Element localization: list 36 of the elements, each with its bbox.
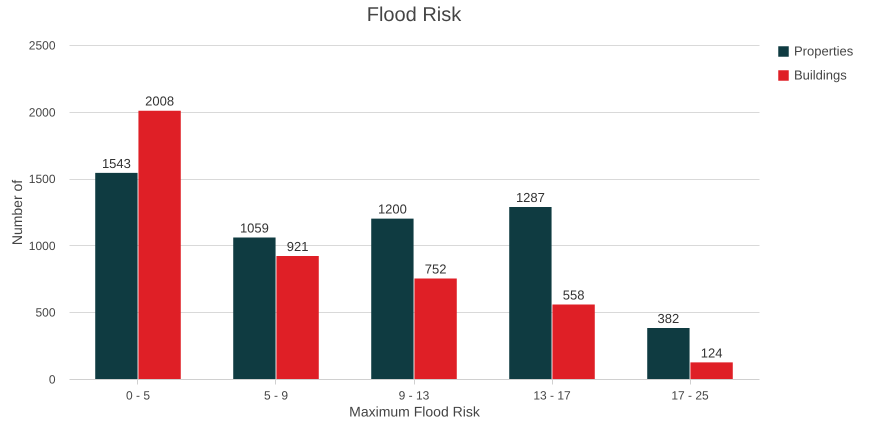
x-axis-title: Maximum Flood Risk: [349, 404, 481, 420]
x-tick-label: 5 - 9: [264, 388, 288, 402]
bar: [371, 218, 414, 379]
x-tick-label: 0 - 5: [126, 388, 150, 402]
data-label: 382: [658, 310, 680, 326]
data-label: 124: [700, 345, 722, 360]
x-tick-label: 17 - 25: [671, 388, 710, 402]
data-label: 1200: [378, 202, 407, 217]
bar: [414, 278, 457, 379]
x-tick-label: 9 - 13: [398, 388, 430, 402]
y-axis-title: Number of: [8, 180, 25, 246]
data-label: 1543: [102, 156, 131, 171]
chart-title: Flood Risk: [366, 4, 462, 26]
data-label: 2008: [145, 94, 174, 109]
legend-label: Properties: [794, 44, 854, 58]
bar: [276, 256, 319, 379]
y-tick-label: 1500: [28, 172, 56, 186]
bar: [233, 238, 276, 379]
bar: [552, 304, 595, 379]
y-tick-label: 1000: [28, 238, 56, 253]
legend-label: Buildings: [794, 68, 848, 82]
data-label: 921: [286, 238, 308, 254]
bar: [690, 362, 733, 379]
bar: [509, 207, 552, 379]
data-label: 558: [562, 287, 584, 302]
y-tick-label: 0: [48, 372, 56, 386]
y-tick-label: 2500: [28, 38, 56, 52]
bar: [138, 110, 181, 379]
x-tick-label: 13 - 17: [533, 388, 572, 402]
y-tick-label: 500: [35, 306, 56, 320]
y-tick-label: 2000: [28, 105, 56, 120]
data-label: 752: [424, 262, 446, 277]
data-label: 1287: [516, 190, 545, 206]
data-label: 1059: [240, 220, 269, 236]
bar: [95, 172, 138, 379]
bar: [647, 328, 690, 379]
